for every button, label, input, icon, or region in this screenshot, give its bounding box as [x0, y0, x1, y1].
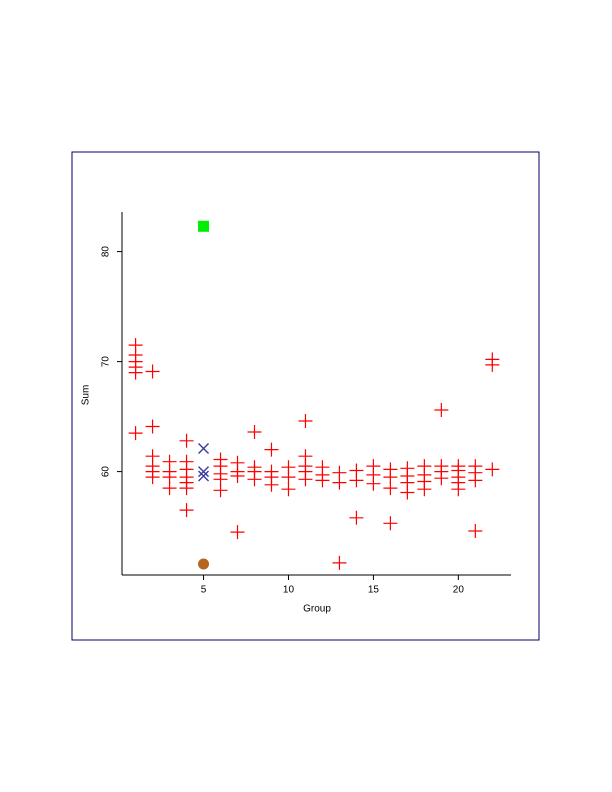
y-tick-label: 60: [101, 466, 112, 478]
point: [145, 470, 160, 485]
point: [179, 503, 194, 518]
point: [128, 426, 143, 441]
x-tick-label: 20: [453, 585, 465, 596]
point: [315, 473, 330, 488]
point: [179, 481, 194, 496]
point: [198, 443, 210, 454]
x-tick-label: 15: [368, 585, 380, 596]
point: [264, 442, 279, 457]
point: [230, 525, 245, 540]
x-tick-label: 5: [201, 585, 207, 596]
point: [298, 414, 313, 428]
point: [247, 425, 262, 439]
point: [230, 469, 245, 483]
point: [145, 364, 160, 379]
y-tick-label: 70: [101, 356, 112, 368]
point: [332, 475, 347, 490]
point: [198, 558, 210, 570]
point: [451, 482, 466, 497]
point: [179, 433, 194, 448]
point: [485, 357, 500, 372]
y-axis-label: Sum: [81, 385, 92, 406]
point: [417, 482, 432, 497]
frame: [71, 151, 540, 641]
point: [198, 220, 210, 232]
point: [281, 482, 296, 497]
point: [198, 466, 210, 478]
point: [332, 555, 347, 570]
point: [298, 472, 313, 487]
point: [281, 470, 296, 485]
point: [485, 462, 500, 477]
point: [264, 477, 279, 492]
point: [213, 483, 228, 498]
point: [349, 473, 364, 488]
point: [128, 365, 143, 380]
point: [468, 473, 483, 488]
point: [247, 472, 262, 487]
point: [434, 471, 449, 486]
point: [198, 470, 210, 482]
y-tick-label: 80: [101, 246, 112, 258]
point: [162, 481, 177, 496]
x-tick-label: 10: [283, 585, 295, 596]
x-axis-label: Group: [303, 604, 331, 615]
point: [383, 516, 398, 531]
point: [468, 524, 483, 538]
point: [145, 419, 160, 434]
point: [383, 481, 398, 496]
point: [400, 485, 415, 500]
point: [434, 403, 449, 417]
point: [366, 476, 381, 491]
point: [349, 510, 364, 525]
